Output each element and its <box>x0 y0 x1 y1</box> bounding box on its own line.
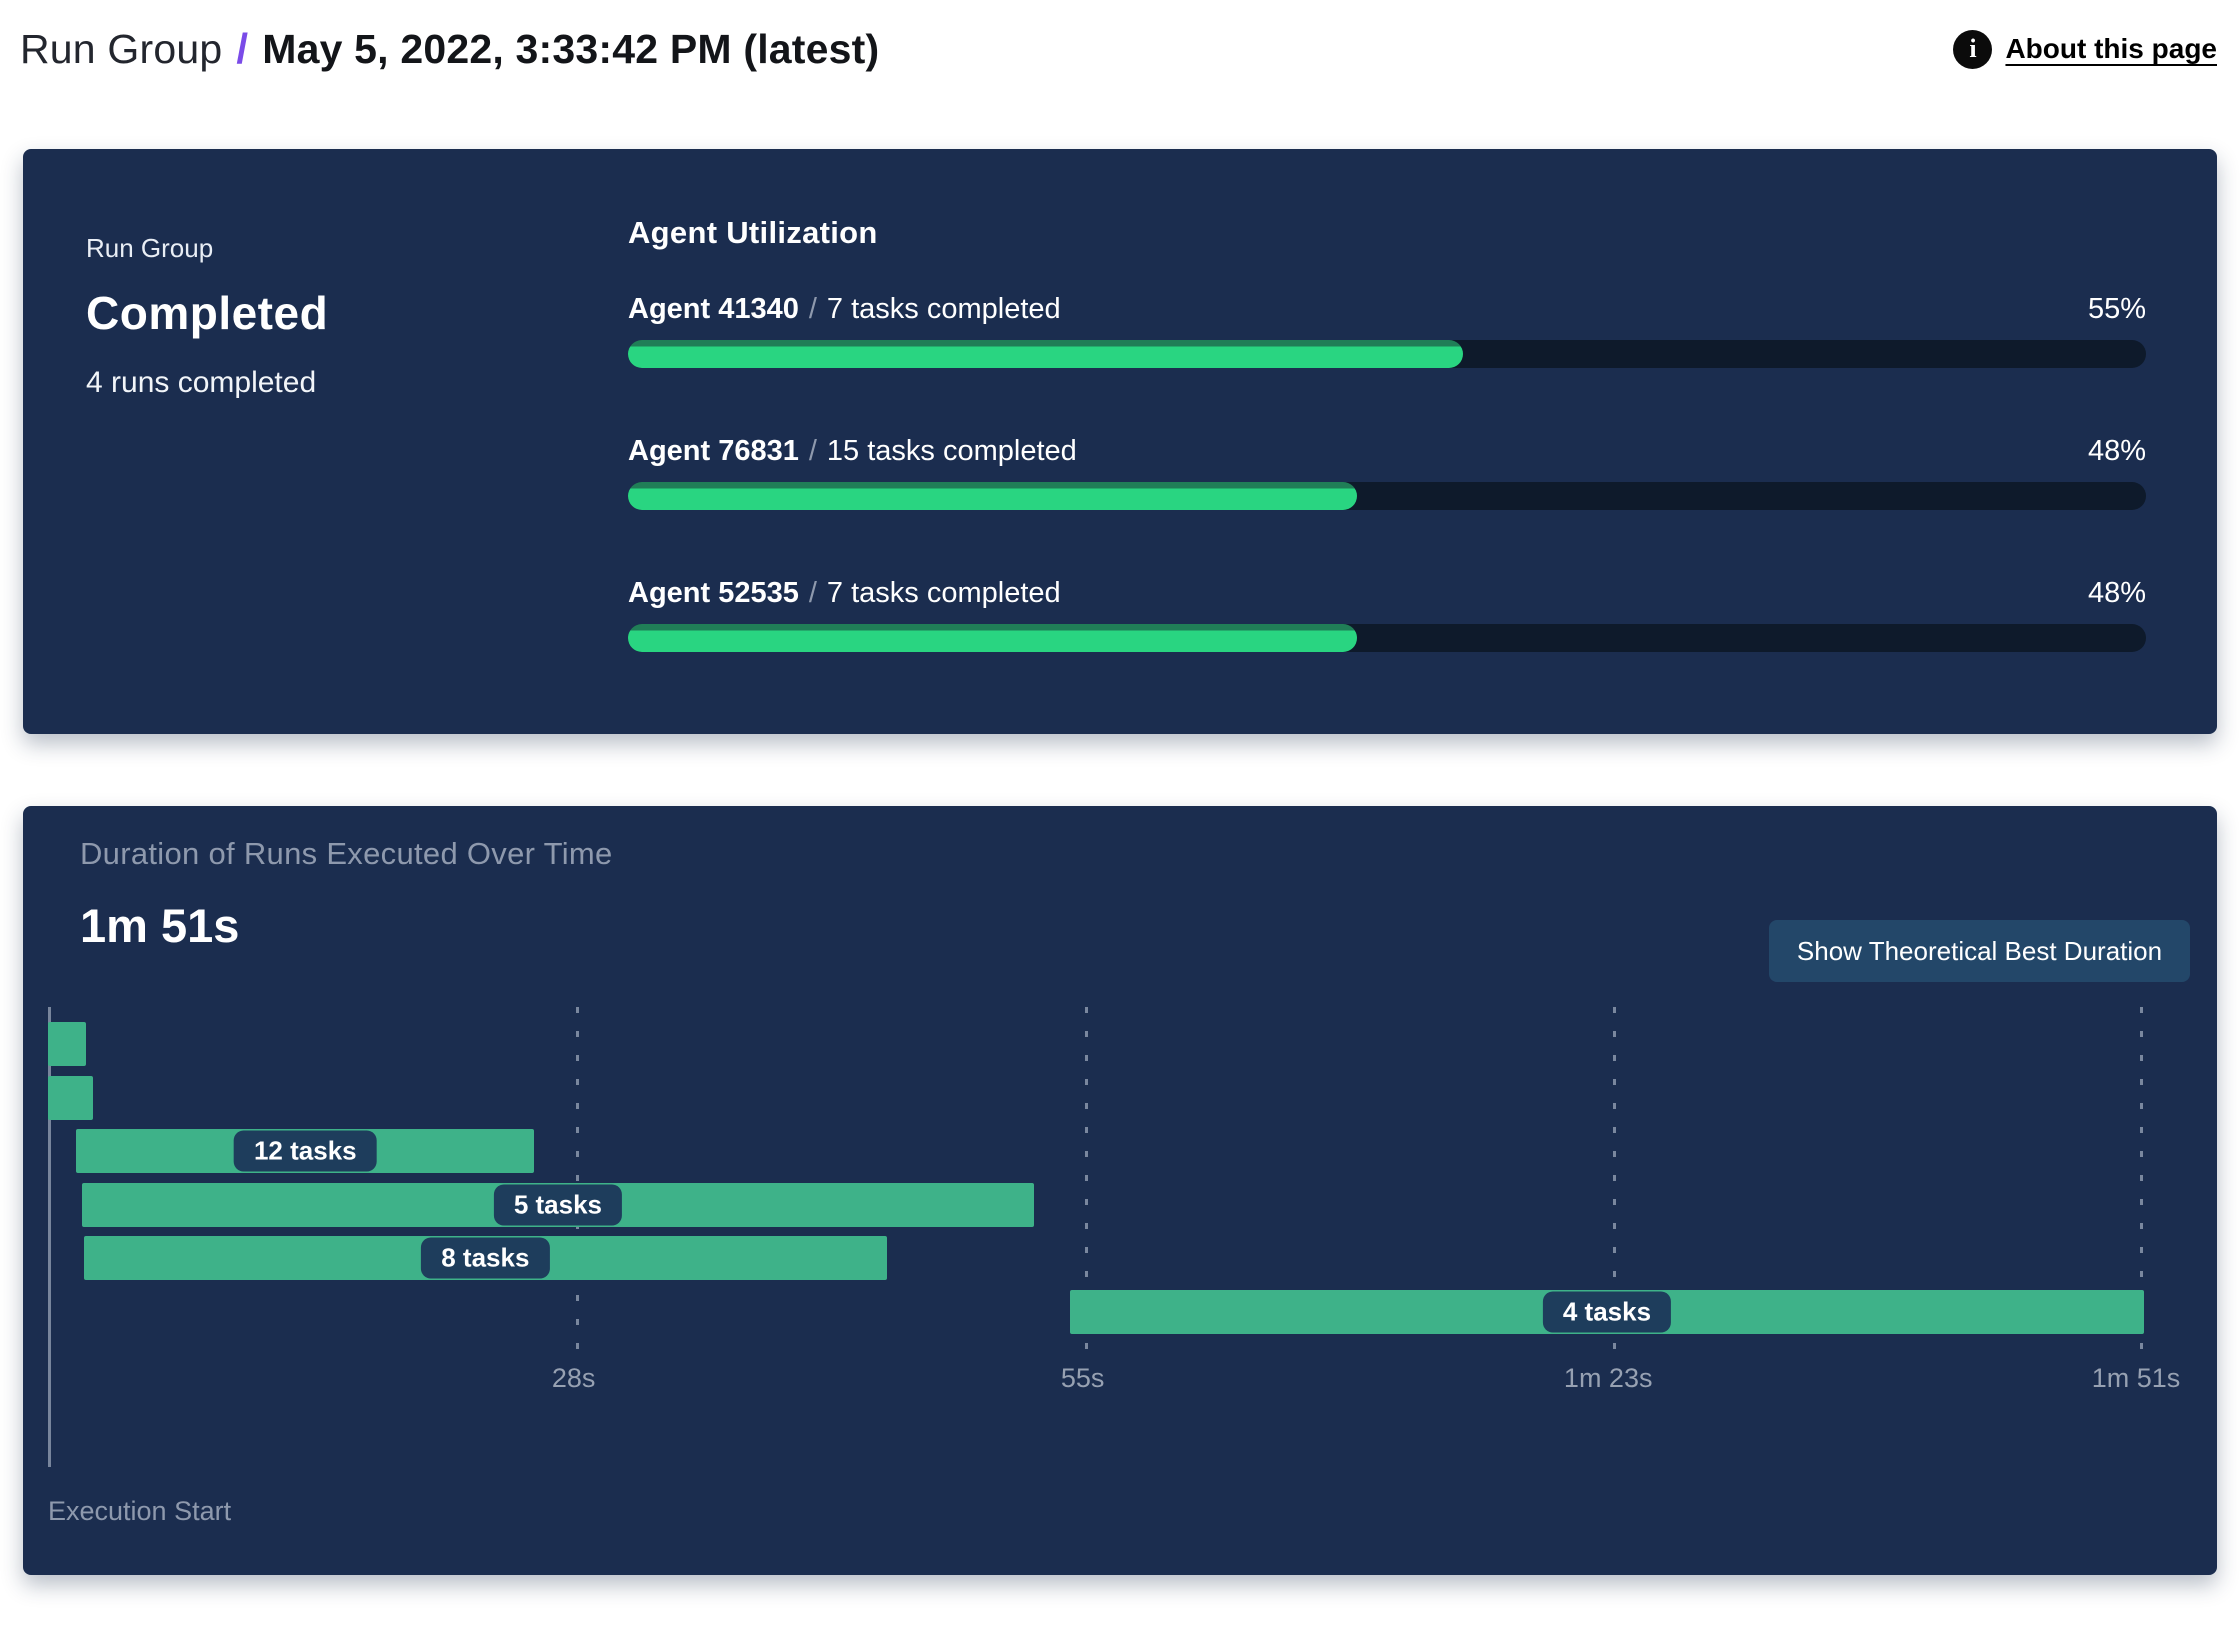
run-group-summary-panel: Run Group Completed 4 runs completed Age… <box>23 149 2217 734</box>
status-card: Run Group Completed 4 runs completed <box>86 233 328 400</box>
gantt-gridline <box>1084 1007 1088 1352</box>
agent-utilization-percent: 55% <box>2087 293 2146 325</box>
gantt-gridline <box>1612 1007 1616 1352</box>
agent-name: Agent 52535 <box>628 577 799 609</box>
status-card-label: Run Group <box>86 233 214 263</box>
show-theoretical-best-duration-button[interactable]: Show Theoretical Best Duration <box>1769 920 2190 982</box>
agent-name-separator: / <box>808 435 817 467</box>
agent-name: Agent 76831 <box>628 435 799 467</box>
agent-name-separator: / <box>808 577 817 609</box>
agent-tasks-completed: 7 tasks completed <box>826 293 1061 325</box>
agent-tasks-completed: 15 tasks completed <box>826 435 1077 467</box>
agent-utilization-progressbar-fill <box>628 624 1357 652</box>
agent-utilization-progressbar-track <box>628 482 2146 510</box>
about-this-page-label: About this page <box>2005 33 2217 64</box>
breadcrumb: Run Group / May 5, 2022, 3:33:42 PM (lat… <box>20 25 879 73</box>
runs-completed-count: 4 runs completed <box>86 366 317 399</box>
agent-utilization-heading: Agent Utilization <box>628 215 878 250</box>
gantt-run-bar[interactable]: 4 tasks <box>1069 1290 2145 1334</box>
execution-start-label: Execution Start <box>48 1496 232 1526</box>
info-icon: i <box>1953 29 1993 69</box>
gantt-task-count-chip: 4 tasks <box>1542 1291 1672 1333</box>
duration-chart-title: Duration of Runs Executed Over Time <box>80 836 613 871</box>
agent-utilization-progressbar-track <box>628 624 2146 652</box>
status-value: Completed <box>86 287 329 339</box>
gantt-gridline <box>575 1007 579 1352</box>
agent-utilization-progressbar-track <box>628 340 2146 368</box>
agent-utilization-row: Agent 41340 / 7 tasks completed 55% <box>628 293 2146 368</box>
duration-chart-panel: Duration of Runs Executed Over Time 1m 5… <box>23 806 2217 1575</box>
agent-utilization-row: Agent 52535 / 7 tasks completed 48% <box>628 577 2146 652</box>
duration-gantt-chart: 28s 55s 1m 23s 1m 51s 12 tasks 5 tasks 8 tasks… <box>48 1007 2180 1467</box>
page-header: Run Group / May 5, 2022, 3:33:42 PM (lat… <box>20 14 2217 84</box>
agent-utilization-progressbar-fill <box>628 482 1357 510</box>
agent-name-separator: / <box>808 293 817 325</box>
gantt-axis-tick-label: 28s <box>551 1363 596 1393</box>
gantt-run-bar[interactable] <box>48 1022 86 1066</box>
agent-name: Agent 41340 <box>628 293 799 325</box>
gantt-run-bar[interactable] <box>48 1076 94 1120</box>
agent-tasks-completed: 7 tasks completed <box>826 577 1061 609</box>
gantt-gridline <box>2140 1007 2144 1352</box>
agent-utilization-percent: 48% <box>2087 577 2146 609</box>
gantt-task-count-chip: 5 tasks <box>493 1184 622 1226</box>
execution-start-axis-line <box>48 1007 51 1467</box>
gantt-task-count-chip: 8 tasks <box>421 1237 550 1279</box>
gantt-axis-tick-label: 1m 51s <box>2091 1363 2181 1393</box>
total-duration-value: 1m 51s <box>80 899 240 952</box>
breadcrumb-separator: / <box>236 25 249 72</box>
breadcrumb-run-group[interactable]: Run Group <box>20 26 223 72</box>
about-this-page-link[interactable]: i About this page <box>1953 29 2217 69</box>
agent-utilization-rows: Agent 41340 / 7 tasks completed 55% Agent 76… <box>628 293 2146 652</box>
agent-utilization-percent: 48% <box>2087 435 2146 467</box>
gantt-task-count-chip: 12 tasks <box>233 1130 377 1172</box>
gantt-axis-tick-label: 1m 23s <box>1563 1363 1653 1393</box>
agent-utilization-section: Agent Utilization Agent 41340 / 7 tasks co… <box>628 215 2146 719</box>
gantt-run-bar[interactable]: 12 tasks <box>76 1129 535 1173</box>
gantt-axis-tick-label: 55s <box>1060 1363 1105 1393</box>
agent-utilization-progressbar-fill <box>628 340 1463 368</box>
agent-utilization-row: Agent 76831 / 15 tasks completed 48% <box>628 435 2146 510</box>
page-title: May 5, 2022, 3:33:42 PM (latest) <box>262 26 880 72</box>
gantt-run-bar[interactable]: 8 tasks <box>83 1236 887 1280</box>
gantt-run-bar[interactable]: 5 tasks <box>81 1183 1034 1227</box>
